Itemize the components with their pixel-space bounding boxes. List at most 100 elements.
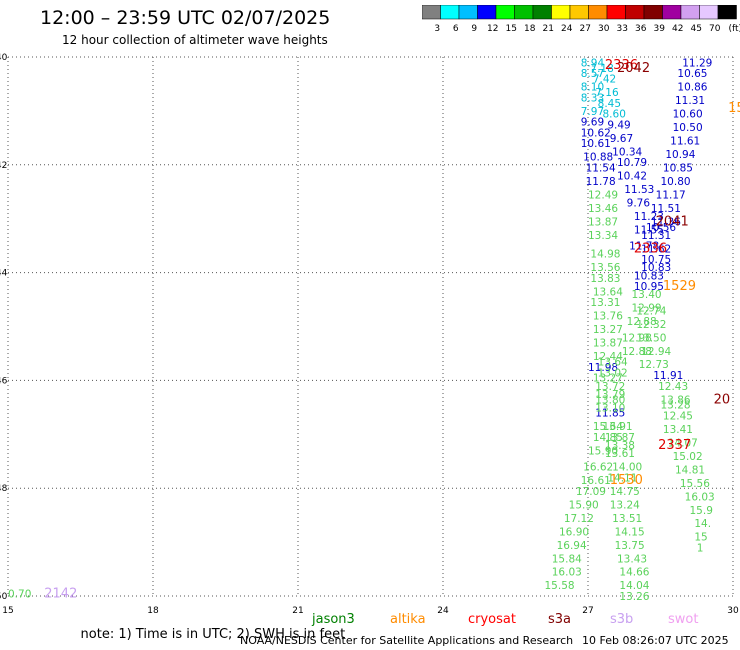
wave-height-label: 15.64 <box>593 421 623 433</box>
colorbar-label: 30 <box>598 24 610 34</box>
wave-height-label: 15.56 <box>680 478 710 490</box>
note-text: note: 1) Time is in UTC; 2) SWH is in fe… <box>80 627 346 642</box>
wave-height-label: 17.12 <box>564 513 594 525</box>
colorbar-label: 6 <box>453 24 459 34</box>
colorbar-label: (ft) <box>728 24 740 34</box>
wave-height-label: 10.85 <box>663 162 693 174</box>
wave-height-label: 11.98 <box>588 362 618 374</box>
wave-height-label: 13.87 <box>605 432 635 444</box>
wave-height-label: 13.51 <box>612 513 642 525</box>
credit-text: NOAA/NESDIS Center for Satellite Applica… <box>240 634 574 647</box>
x-tick-label: 21 <box>292 606 303 616</box>
wave-height-label: 12.49 <box>588 189 618 201</box>
x-tick-label: 30 <box>727 606 739 616</box>
wave-height-label: 13.61 <box>605 448 635 460</box>
pass-time-label: 2042 <box>617 61 650 76</box>
wave-height-label: 15.90 <box>569 499 599 511</box>
wave-height-label: 12.88 <box>627 316 657 328</box>
x-tick-label: 15 <box>2 606 13 616</box>
colorbar-label: 42 <box>672 24 683 34</box>
wave-height-label: 11.23 <box>634 211 664 223</box>
wave-height-label: 10.34 <box>612 146 642 158</box>
colorbar-label: 36 <box>635 24 647 34</box>
wave-height-label: 12.32 <box>636 319 666 331</box>
wave-height-label: 11.53 <box>624 184 654 196</box>
wave-height-label: 11.54 <box>586 162 616 174</box>
wave-height-label: 14. <box>694 518 711 530</box>
x-tick-label: 18 <box>147 606 159 616</box>
x-tick-label: 24 <box>437 606 449 616</box>
wave-height-label: 13.87 <box>593 338 623 350</box>
y-tick-label: -50 <box>0 592 8 602</box>
wave-height-label: 11.91 <box>653 370 683 382</box>
wave-height-label: 10.61 <box>581 138 611 150</box>
pass-time-label: 2142 <box>44 586 77 601</box>
y-tick-label: -46 <box>0 376 8 386</box>
wave-height-label: 11.78 <box>586 176 616 188</box>
wave-height-label: 1 <box>697 542 704 554</box>
wave-height-label: 8.94 <box>581 57 605 69</box>
wave-height-label: 13.83 <box>590 273 620 285</box>
wave-height-label: 10.50 <box>673 122 703 134</box>
wave-height-label: 13.64 <box>593 286 623 298</box>
pass-time-label: 1529 <box>663 279 696 294</box>
pass-time-label: 2041 <box>656 214 689 229</box>
wave-height-label: 16.03 <box>685 491 715 503</box>
wave-height-label: 8.33 <box>581 92 604 104</box>
wave-height-label: 10.79 <box>617 157 647 169</box>
wave-height-label: 10.62 <box>581 127 611 139</box>
wave-height-label: 9.76 <box>627 198 651 210</box>
wave-height-label: 13.56 <box>590 262 620 274</box>
wave-height-label: 13.31 <box>590 297 620 309</box>
wave-height-label: 13.28 <box>661 400 691 412</box>
pass-time-label: 2336 <box>605 58 638 73</box>
wave-height-label: 13.75 <box>615 540 645 552</box>
wave-height-label: 16.90 <box>559 526 589 538</box>
wave-height-label: 13.50 <box>636 332 666 344</box>
wave-height-label: 11.29 <box>682 57 712 69</box>
wave-height-label: 12.94 <box>641 346 671 358</box>
wave-height-label: 11.36 <box>651 216 681 228</box>
wave-height-label: 14.81 <box>675 464 705 476</box>
wave-height-label: 13.87 <box>588 216 618 228</box>
wave-height-label: 13.40 <box>632 289 662 301</box>
pass-time-label: 2337 <box>658 438 691 453</box>
wave-height-label: 10.80 <box>661 176 691 188</box>
wave-height-label: 14.15 <box>615 526 645 538</box>
wave-height-label: 15.9 <box>690 505 713 517</box>
wave-height-label: 11.17 <box>656 189 686 201</box>
wave-height-label: 12.45 <box>663 410 693 422</box>
wave-height-label: 11.55 <box>634 224 664 236</box>
wave-height-label: 11.62 <box>641 243 671 255</box>
wave-height-label: 13.24 <box>610 499 640 511</box>
wave-height-label: 11.51 <box>651 203 681 215</box>
wave-height-label: 16.62 <box>583 462 613 474</box>
colorbar-label: 21 <box>543 24 554 34</box>
legend-s3a: s3a <box>548 612 572 627</box>
wave-height-label: 7.97 <box>581 106 604 118</box>
wave-height-label: 12.43 <box>658 381 688 393</box>
wave-height-label: 13.43 <box>617 553 647 565</box>
wave-height-label: 10.56 <box>646 222 676 234</box>
wave-height-label: 13.64 <box>598 357 628 369</box>
wave-height-label: 13.41 <box>663 424 693 436</box>
wave-height-label: 7.18 <box>590 63 613 75</box>
wave-height-label: 14.85 <box>593 432 623 444</box>
y-tick-label: -40 <box>0 53 8 63</box>
wave-height-label: 15.58 <box>545 580 575 592</box>
legend-jason3: jason3 <box>312 612 355 627</box>
colorbar-label: 45 <box>691 24 702 34</box>
legend-cryosat: cryosat <box>468 612 516 627</box>
wave-height-label: 15.84 <box>552 553 582 565</box>
pass-time-label: 1530 <box>610 473 643 488</box>
wave-height-label: 8.45 <box>598 98 621 110</box>
y-tick-label: -48 <box>0 484 8 494</box>
legend-swot: swot <box>668 612 699 627</box>
y-tick-label: -44 <box>0 269 8 279</box>
wave-height-label: 10.83 <box>634 270 664 282</box>
colorbar-label: 27 <box>580 24 591 34</box>
colorbar-label: 12 <box>487 24 498 34</box>
wave-height-label: 17.09 <box>576 486 606 498</box>
